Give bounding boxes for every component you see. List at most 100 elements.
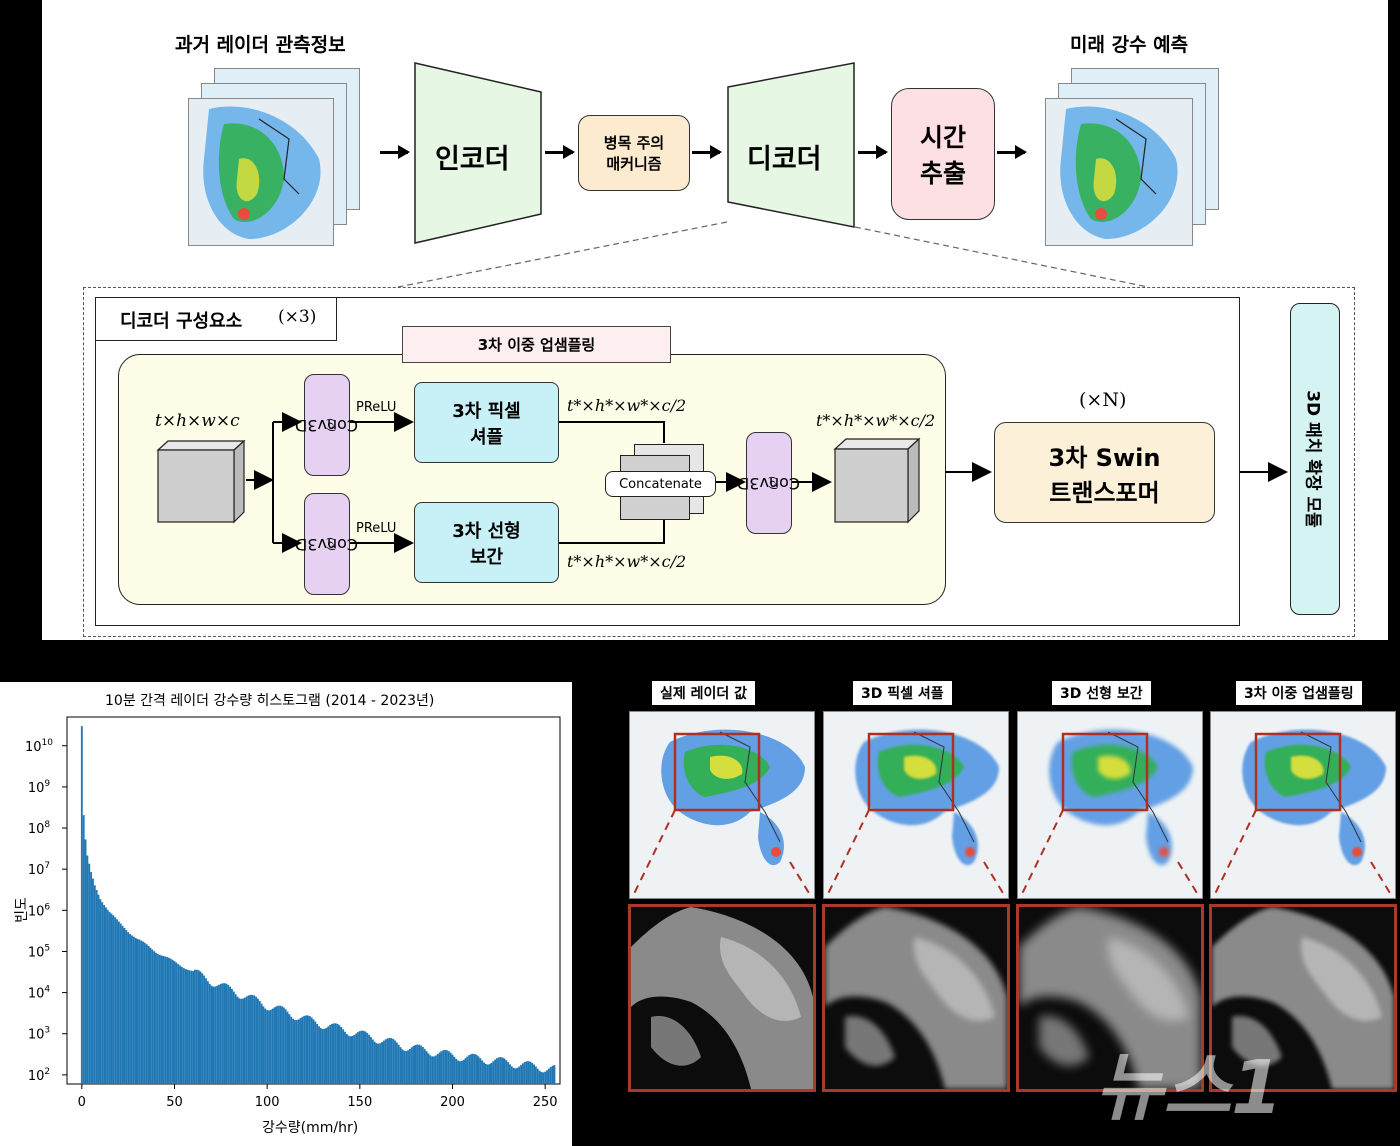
histogram-bar xyxy=(279,1005,282,1084)
histogram-bar xyxy=(236,996,239,1084)
concatenate-label: Concatenate xyxy=(605,471,716,497)
histogram-bar xyxy=(93,885,96,1084)
histogram-bar xyxy=(116,919,118,1084)
histogram-bar xyxy=(364,1031,367,1084)
histogram-bar xyxy=(514,1068,517,1084)
histogram-xlabel: 강수량(mm/hr) xyxy=(262,1120,359,1136)
flow-arrow xyxy=(692,145,722,159)
histogram-bar xyxy=(155,952,157,1084)
histogram-bar xyxy=(358,1031,361,1084)
histogram-bar xyxy=(281,1006,283,1084)
histogram-bar xyxy=(132,936,135,1084)
bottleneck-box: 병목 주의 매커니즘 xyxy=(578,115,690,191)
histogram-bar xyxy=(321,1028,324,1084)
histogram-bar xyxy=(242,998,244,1084)
histogram-bar xyxy=(525,1061,528,1084)
histogram-bar xyxy=(288,1014,291,1084)
y-tick-label: 1010 xyxy=(25,738,53,755)
histogram-bar xyxy=(271,1008,274,1084)
conv3d-label: Conv3D xyxy=(295,534,359,554)
histogram-bar xyxy=(386,1038,389,1084)
y-tick-label: 104 xyxy=(28,985,51,1002)
histogram-bar xyxy=(179,965,181,1084)
histogram-bar xyxy=(536,1068,539,1084)
histogram-bar xyxy=(329,1024,332,1084)
histogram-bar xyxy=(479,1058,482,1084)
histogram-bar xyxy=(347,1035,350,1084)
histogram-bar xyxy=(142,941,144,1084)
histogram-bar xyxy=(284,1009,287,1084)
histogram-bar xyxy=(427,1053,430,1084)
histogram-bar xyxy=(516,1067,519,1084)
histogram-bar xyxy=(546,1070,548,1084)
comparison-label-dual: 3차 이중 업샘플링 xyxy=(1236,681,1362,705)
histogram-bar xyxy=(542,1072,545,1084)
histogram-bar xyxy=(166,957,169,1084)
histogram-bar xyxy=(340,1027,343,1084)
histogram-bar xyxy=(547,1068,550,1084)
histogram-bar xyxy=(90,872,93,1084)
histogram-bar xyxy=(266,1010,269,1084)
histogram-bar xyxy=(349,1036,352,1084)
histogram-bar xyxy=(192,971,194,1084)
histogram-bar xyxy=(160,955,163,1084)
time-extract-line: 시간 xyxy=(919,123,966,152)
histogram-bar xyxy=(249,994,252,1084)
swin-transformer-box: 3차 Swin 트랜스포머 xyxy=(994,422,1215,523)
histogram-bar xyxy=(553,1065,556,1084)
x-tick-label: 250 xyxy=(533,1095,558,1110)
histogram-bar xyxy=(251,994,254,1084)
conv3d-merge: Conv3D (c) xyxy=(737,432,801,534)
histogram-bar xyxy=(218,984,220,1084)
histogram-bar xyxy=(418,1044,421,1084)
histogram-bar xyxy=(334,1023,337,1084)
histogram-bar xyxy=(318,1026,320,1084)
decoder-block xyxy=(727,62,855,228)
histogram-bar xyxy=(104,907,107,1084)
histogram-bar xyxy=(405,1051,408,1084)
histogram-bar xyxy=(164,956,167,1084)
histogram-bar xyxy=(371,1039,374,1084)
histogram-bar xyxy=(92,878,94,1084)
histogram-bar xyxy=(310,1017,313,1084)
histogram-bar xyxy=(119,923,122,1084)
histogram-bar xyxy=(240,998,243,1084)
comparison-label-linear: 3D 선형 보간 xyxy=(1052,681,1151,705)
histogram-bar xyxy=(442,1050,445,1084)
histogram-bar xyxy=(366,1032,369,1084)
histogram-bar xyxy=(188,970,191,1084)
histogram-bar xyxy=(210,985,213,1084)
histogram-bar xyxy=(275,1006,278,1084)
histogram-bar xyxy=(486,1064,489,1084)
radar-frame xyxy=(188,98,334,246)
histogram-bar xyxy=(342,1029,345,1084)
histogram-bar xyxy=(221,983,224,1084)
histogram-bar xyxy=(169,958,172,1084)
histogram-bar xyxy=(234,994,237,1084)
y-tick-label: 107 xyxy=(28,861,50,878)
histogram-bar xyxy=(168,957,170,1084)
histogram-bar xyxy=(431,1056,434,1084)
histogram-bar xyxy=(301,1016,304,1084)
decoder-components-frame xyxy=(95,297,1240,626)
histogram-bar xyxy=(125,930,128,1084)
histogram-bar xyxy=(80,726,83,1084)
histogram-bar xyxy=(423,1048,426,1084)
histogram-bar xyxy=(227,984,230,1084)
histogram-bar xyxy=(307,1015,309,1084)
y-tick-label: 103 xyxy=(28,1026,50,1043)
input-tensor-cube xyxy=(156,440,246,524)
histogram-bar xyxy=(531,1062,534,1084)
histogram-bar xyxy=(462,1059,465,1084)
encoder-label: 인코더 xyxy=(435,144,510,175)
histogram-bar xyxy=(101,902,104,1084)
histogram-bar xyxy=(138,939,141,1084)
histogram-bar xyxy=(110,913,113,1084)
histogram-bar xyxy=(199,971,202,1084)
histogram-bar xyxy=(319,1028,322,1084)
histogram-bar xyxy=(223,983,226,1084)
histogram-bar xyxy=(247,995,250,1084)
histogram-bar xyxy=(549,1067,552,1084)
histogram-bar xyxy=(205,978,207,1084)
histogram-bar xyxy=(206,981,209,1084)
